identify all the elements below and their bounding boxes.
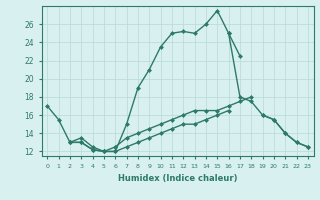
X-axis label: Humidex (Indice chaleur): Humidex (Indice chaleur) — [118, 174, 237, 183]
